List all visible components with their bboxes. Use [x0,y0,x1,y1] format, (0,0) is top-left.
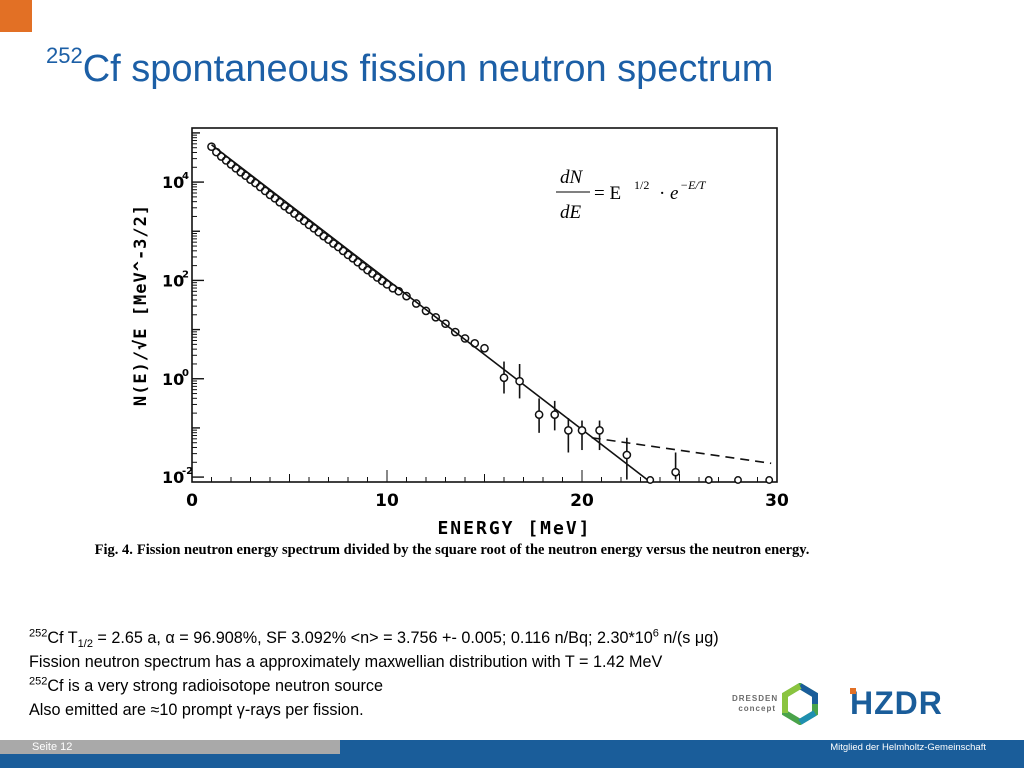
data-point [358,261,367,271]
x-tick-label: 20 [570,491,594,511]
data-point-with-error [550,410,560,419]
data-point-with-error [515,376,524,386]
caption-label: Fig. 4. [94,542,133,558]
data-point [470,339,480,348]
hzdr-orange-dot [850,688,856,694]
y-tick-exponent: -2 [182,466,193,477]
x-tick-label: 0 [186,491,198,511]
dresden-concept-logo: DRESDEN concept [732,683,824,727]
data-point [260,186,270,196]
info-text-c: n/(s μg) [658,629,719,647]
data-point [231,163,241,173]
data-point [441,319,450,329]
data-point [275,197,285,207]
info-line-properties: 252Cf T1/2 = 2.65 a, α = 96.908%, SF 3.0… [29,626,719,650]
equation-e: e [670,183,678,204]
info-sup-mass-2: 252 [29,675,48,688]
y-axis-label: N(E)/√E [MeV^-3/2] [131,204,151,406]
y-tick-label: 10 [162,173,184,192]
chart-lines [211,144,772,483]
equation-dn: dN [560,167,584,188]
title-isotope-mass: 252 [46,43,83,68]
y-tick-exponent: 0 [182,368,189,379]
data-point [460,334,470,343]
info-text-b: = 2.65 a, α = 96.908%, SF 3.092% <n> = 3… [92,629,653,647]
data-point [221,156,231,165]
data-point [431,312,441,322]
data-point [411,299,421,308]
page-number: Seite 12 [32,741,73,753]
data-point [207,142,216,152]
spectrum-equation: dN dE = E 1/2 · e −E/T [556,167,707,223]
data-point [290,209,299,218]
slide-title: 252Cf spontaneous fission neutron spectr… [46,43,774,91]
info-line-gamma: Also emitted are ≈10 prompt γ-rays per f… [29,701,364,719]
y-tick-exponent: 4 [182,171,189,182]
footer-page-strip [0,740,340,754]
orange-corner-square [0,0,32,32]
y-tick-exponent: 2 [182,269,189,280]
dresden-ring-icon [782,683,818,725]
chart-ticks [191,132,778,482]
data-point [226,160,236,169]
info-source-text: Cf is a very strong radioisotope neutron… [47,677,383,695]
title-text: Cf spontaneous fission neutron spectrum [82,48,774,90]
y-tick-label: 10 [162,370,184,389]
caption-text: Fission neutron energy spectrum divided … [136,542,810,558]
data-point-with-error [534,410,544,419]
info-sub-half: 1/2 [77,638,93,651]
data-point [353,257,363,267]
data-point [394,286,404,296]
x-axis-label: ENERGY [MeV] [437,518,591,539]
data-point [314,227,324,237]
info-block: 252Cf T1/2 = 2.65 a, α = 96.908%, SF 3.0… [29,626,719,722]
dashed-extrapolation-line [591,436,772,465]
data-point [382,280,392,289]
y-tick-label: 10 [162,271,184,290]
data-point-with-error [577,426,587,435]
dresden-concept-wordmark: DRESDEN concept [732,694,779,714]
dresden-wordmark-line1: DRESDEN [732,694,779,703]
y-tick-label: 10 [162,468,184,487]
equation-de: dE [560,202,582,223]
data-point-with-error [564,426,573,435]
data-point [450,327,460,337]
x-tick-label: 30 [765,491,789,511]
info-sup-exp: 6 [652,627,659,640]
data-point [255,182,265,192]
data-point [212,147,221,157]
data-point [338,246,348,256]
dresden-wordmark-line2: concept [738,704,776,713]
info-sup-mass: 252 [29,627,48,640]
data-point-with-error [595,426,604,435]
floor-data-point [734,476,742,484]
equation-exponent: −E/T [680,178,707,192]
info-text-a: Cf T [47,629,78,647]
helmholtz-membership: Mitglied der Helmholtz-Gemeinschaft [830,742,986,753]
hzdr-wordmark: HZDR [850,686,943,718]
maxwellian-fit-line [211,144,651,483]
data-point [421,306,431,316]
data-point-with-error [622,450,632,460]
equation-rhs: = E [594,183,621,204]
floor-data-point [704,476,713,484]
floor-data-point [765,476,774,484]
data-point [480,343,489,353]
equation-dot: · [659,183,665,204]
figure-caption: Fig. 4. Fission neutron energy spectrum d… [62,540,842,560]
data-point [216,152,226,161]
hzdr-logo: HZDR [850,686,943,718]
data-point-with-error [499,373,509,383]
chart-points [207,142,774,484]
data-point [402,291,411,301]
x-tick-label: 10 [375,491,399,511]
info-line-spectrum: Fission neutron spectrum has a approxima… [29,653,663,671]
floor-data-point [646,476,655,484]
equation-exponent-half: 1/2 [634,178,649,192]
data-point-with-error [671,467,680,477]
info-line-source: 252Cf is a very strong radioisotope neut… [29,674,719,698]
